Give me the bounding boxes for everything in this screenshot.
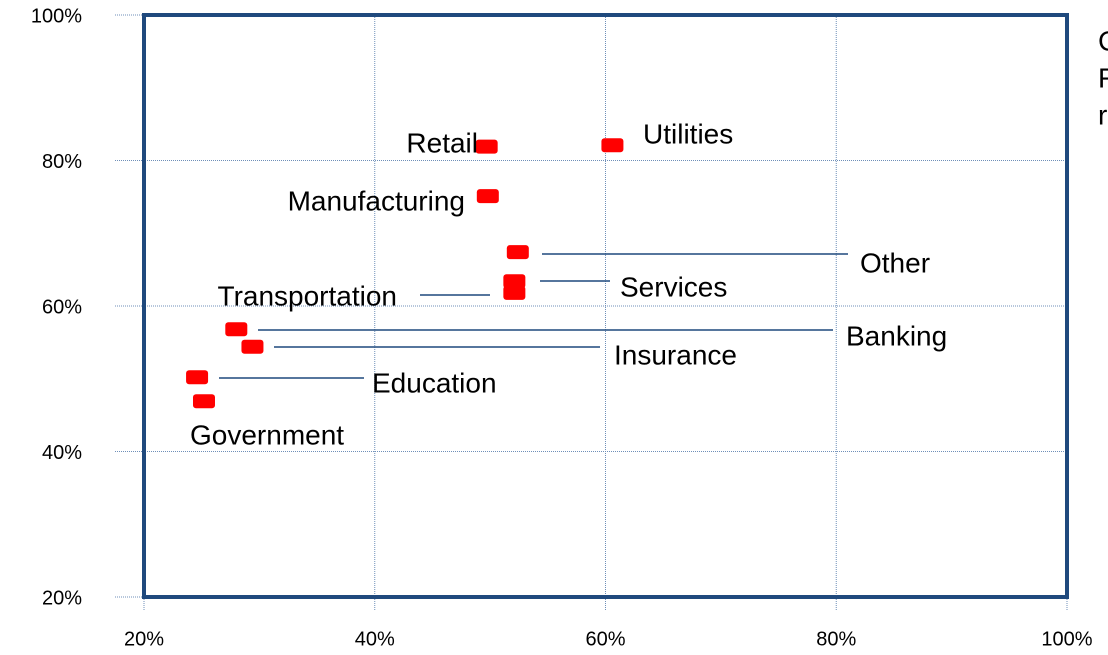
y-tick-label: 20%: [42, 587, 82, 609]
plot-frame: [142, 13, 1069, 599]
point: [476, 189, 499, 204]
x-tick-label: 60%: [585, 628, 625, 650]
point: [506, 245, 529, 260]
annotation: r: [1098, 99, 1107, 130]
point-label: Manufacturing: [288, 185, 465, 216]
point: [475, 139, 498, 154]
point: [241, 339, 264, 354]
point-label: Government: [190, 419, 344, 450]
point: [601, 138, 624, 153]
x-tick-label: 40%: [355, 628, 395, 650]
point-label: Other: [860, 247, 930, 278]
point-label: Retail: [406, 127, 478, 158]
point: [225, 322, 248, 337]
x-tick-label: 80%: [816, 628, 856, 650]
point-label: Transportation: [218, 280, 398, 311]
point: [503, 285, 526, 300]
annotation: C: [1098, 25, 1108, 56]
point-label: Banking: [846, 320, 947, 351]
point-label: Education: [372, 367, 497, 398]
x-tick-label: 100%: [1041, 628, 1092, 650]
y-tick-label: 40%: [42, 442, 82, 464]
y-tick-label: 80%: [42, 151, 82, 173]
y-tick-label: 100%: [31, 5, 82, 27]
annotation: F: [1098, 62, 1108, 93]
point: [192, 394, 215, 409]
point-label: Insurance: [614, 339, 737, 370]
point: [503, 274, 526, 289]
point-label: Services: [620, 271, 727, 302]
x-tick-label: 20%: [124, 628, 164, 650]
y-tick-label: 60%: [42, 296, 82, 318]
point-label: Utilities: [643, 118, 733, 149]
point: [186, 370, 209, 385]
